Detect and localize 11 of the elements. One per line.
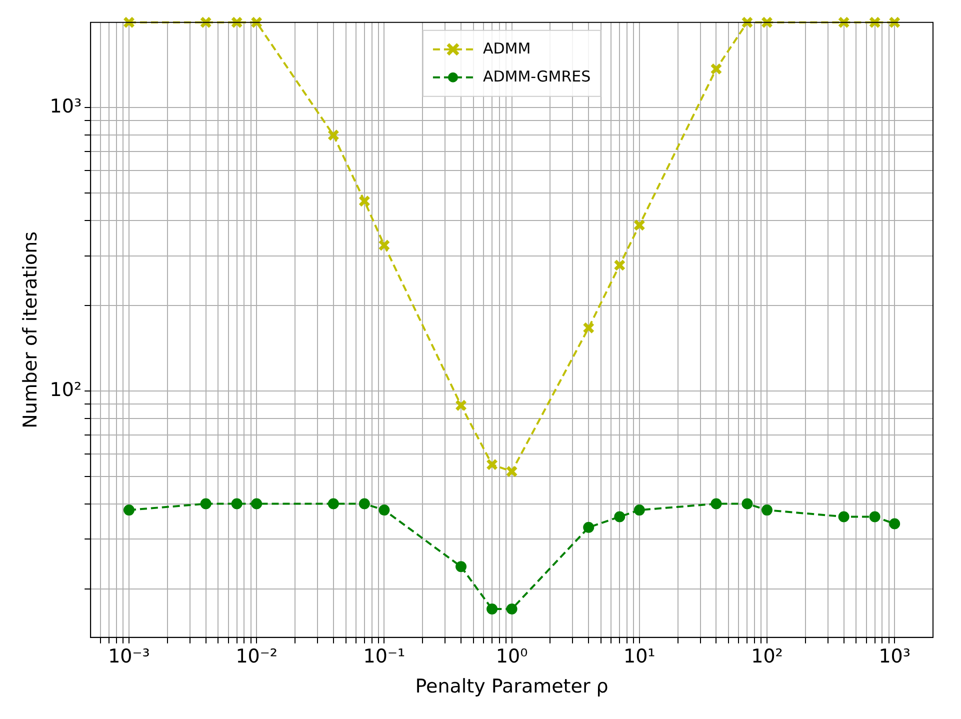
x-tick-label: 10³ <box>878 646 910 668</box>
legend-label: ADMM-GMRES <box>482 67 591 86</box>
x-tick-label: 10² <box>751 646 783 668</box>
x-axis-title: Penalty Parameter ρ <box>415 676 608 698</box>
x-tick-label: 10¹ <box>623 646 656 668</box>
x-tick-label: 10⁻³ <box>108 646 150 668</box>
x-tick-label: 10⁻¹ <box>363 646 406 668</box>
x-tick-label: 10⁻² <box>236 646 278 668</box>
y-axis-title: Number of iterations <box>19 231 42 428</box>
x-tick-label: 10⁰ <box>496 646 528 668</box>
legend-label: ADMM <box>482 39 531 58</box>
